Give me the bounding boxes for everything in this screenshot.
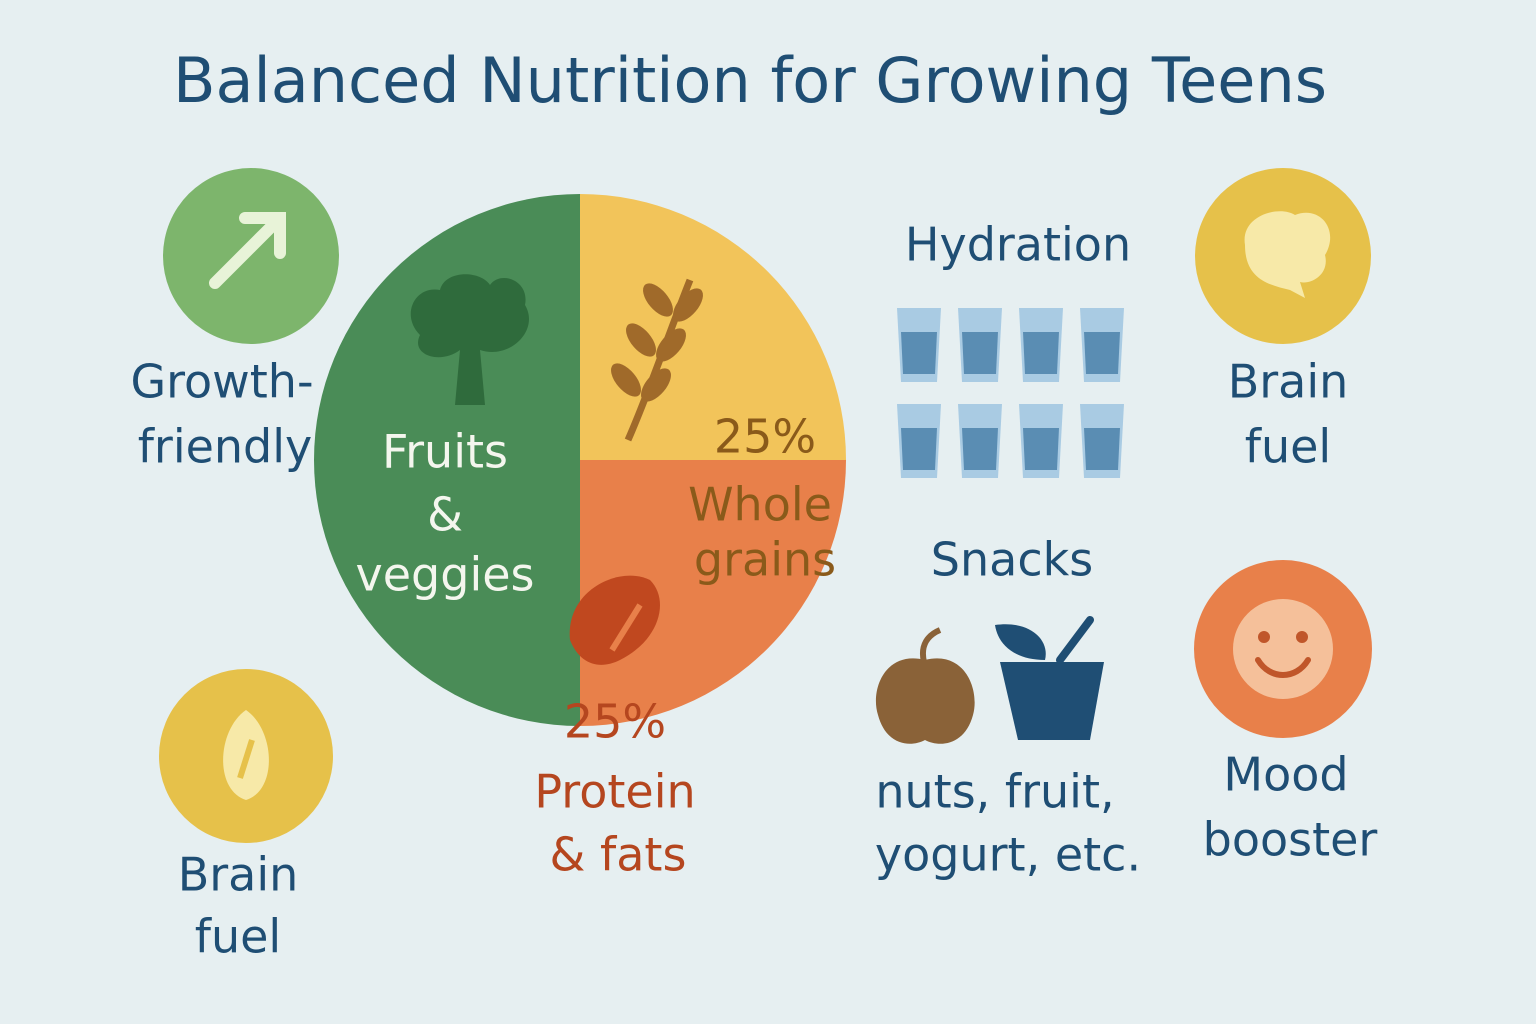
arrow-icon — [209, 212, 286, 289]
pie-category-label: Whole — [688, 478, 832, 532]
pie-category-label: veggies — [356, 548, 535, 602]
pie-value-label: 25% — [564, 695, 666, 749]
pie-category-label: Protein — [534, 765, 695, 819]
water-glasses — [897, 308, 1124, 478]
brain-icon — [1244, 211, 1331, 298]
wheat-grain — [641, 368, 671, 402]
water — [1084, 428, 1120, 470]
snacks-caption: nuts, fruit, — [875, 765, 1114, 819]
wheat-grain — [626, 323, 656, 357]
water — [901, 332, 937, 374]
seed-line — [237, 739, 255, 779]
mood-label: Mood — [1223, 748, 1348, 802]
meat-icon — [569, 575, 660, 665]
water — [962, 428, 998, 470]
growth-label: Growth- — [130, 355, 313, 409]
pie-category-label: & fats — [550, 828, 687, 882]
broccoli-icon — [410, 274, 529, 405]
wheat-grain — [656, 328, 686, 362]
smiley-icon — [1233, 599, 1333, 699]
smiley-eye — [1296, 631, 1308, 643]
pie-category-label: & — [427, 488, 463, 542]
pie-value-label: 25% — [714, 410, 816, 464]
pie-category-label: grains — [694, 533, 836, 587]
pie-category-label: Fruits — [382, 425, 508, 479]
apple-stem — [920, 627, 942, 663]
wheat-grain — [611, 363, 641, 397]
title: Balanced Nutrition for Growing Teens — [173, 44, 1327, 117]
wheat-grain — [673, 288, 703, 322]
water — [901, 428, 937, 470]
brain-fuel-label: fuel — [1245, 420, 1331, 474]
brain-fuel-label: Brain — [178, 848, 299, 902]
smiley-eye — [1258, 631, 1270, 643]
brain-fuel-label: Brain — [1228, 355, 1349, 409]
snacks-title: Snacks — [931, 533, 1093, 587]
water — [962, 332, 998, 374]
growth-icon — [163, 168, 339, 344]
pie-slice — [580, 460, 846, 726]
leaf-icon — [995, 624, 1046, 660]
hydration-title: Hydration — [905, 218, 1131, 272]
bone-icon — [609, 603, 643, 652]
growth-label: friendly — [138, 420, 313, 474]
wheat-grain — [643, 283, 673, 317]
water — [1023, 428, 1059, 470]
water — [1023, 332, 1059, 374]
apple-icon — [875, 658, 975, 744]
smiley-mouth — [1255, 657, 1311, 678]
bowl-icon — [1000, 662, 1104, 740]
brain-fuel-label: fuel — [195, 910, 281, 964]
mood-label: booster — [1203, 813, 1378, 867]
snacks-caption: yogurt, etc. — [875, 828, 1141, 882]
spoon-icon — [1056, 616, 1094, 664]
water — [1084, 332, 1120, 374]
